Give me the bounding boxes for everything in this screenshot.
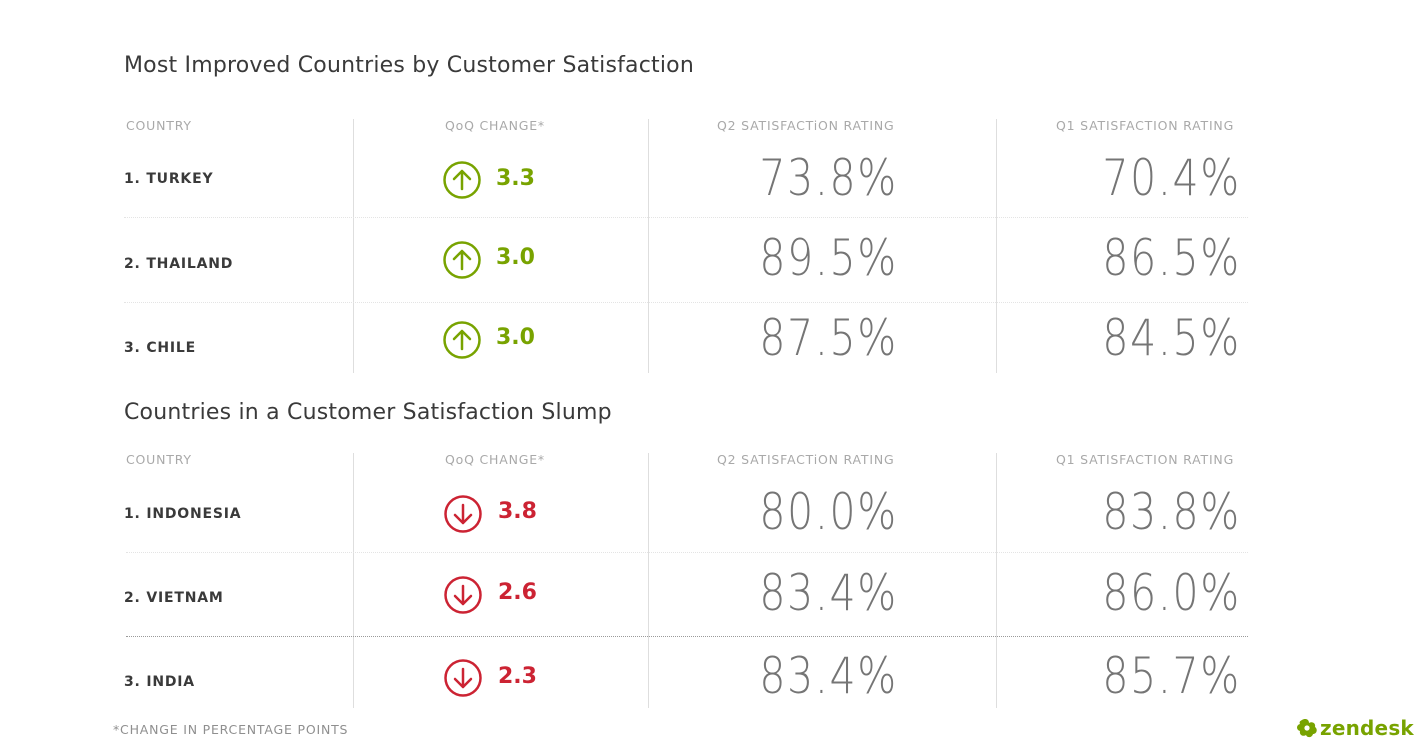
q2-rating-value: 80.0% [759,483,898,541]
q2-rating-value: 73.8% [759,149,898,207]
country-label: 3. INDIA [124,674,195,690]
q2-rating-value: 83.4% [759,564,898,622]
q1-rating-value: 84.5% [1102,309,1241,367]
arrow-down-icon [444,576,482,614]
q2-rating-value: 89.5% [759,229,898,287]
improved-header-q1: Q1 SATISFACTION RATING [1056,118,1235,133]
arrow-down-icon [444,495,482,533]
zendesk-logo: zendesk [1296,715,1414,741]
improved-header-country: COUNTRY [126,118,192,133]
q1-rating-value: 85.7% [1102,647,1241,705]
improved-header-change: QoQ CHANGE* [445,118,545,133]
qoq-change-value: 2.6 [498,580,537,605]
arrow-up-icon [443,161,481,199]
country-label: 1. TURKEY [124,171,214,187]
row-divider [126,636,1248,637]
arrow-up-icon [443,241,481,279]
column-divider [996,453,997,708]
arrow-up-icon [443,321,481,359]
improved-header-q2: Q2 SATISFACTiON RATING [717,118,895,133]
zendesk-logo-text: zendesk [1320,716,1414,740]
slump-header-q1: Q1 SATISFACTION RATING [1056,452,1235,467]
country-label: 2. VIETNAM [124,590,224,606]
country-label: 1. INDONESIA [124,506,242,522]
q1-rating-value: 70.4% [1102,149,1241,207]
column-divider [996,119,997,373]
qoq-change-value: 3.0 [496,245,535,270]
qoq-change-value: 2.3 [498,664,537,689]
row-divider [124,217,1248,218]
column-divider [353,453,354,708]
country-label: 2. THAILAND [124,256,234,272]
qoq-change-value: 3.0 [496,325,535,350]
slump-header-change: QoQ CHANGE* [445,452,545,467]
q1-rating-value: 86.5% [1102,229,1241,287]
column-divider [353,119,354,373]
q1-rating-value: 86.0% [1102,564,1241,622]
improved-title: Most Improved Countries by Customer Sati… [124,53,694,78]
row-divider [124,302,1248,303]
q1-rating-value: 83.8% [1102,483,1241,541]
slump-title: Countries in a Customer Satisfaction Slu… [124,400,612,425]
footnote: *CHANGE IN PERCENTAGE POINTS [113,722,349,737]
q2-rating-value: 87.5% [759,309,898,367]
slump-header-q2: Q2 SATISFACTiON RATING [717,452,895,467]
column-divider [648,453,649,708]
zendesk-logo-icon [1297,719,1317,738]
arrow-down-icon [444,659,482,697]
q2-rating-value: 83.4% [759,647,898,705]
qoq-change-value: 3.3 [496,166,535,191]
column-divider [648,119,649,373]
row-divider [126,552,1248,553]
country-label: 3. CHILE [124,340,197,356]
qoq-change-value: 3.8 [498,499,537,524]
slump-header-country: COUNTRY [126,452,192,467]
